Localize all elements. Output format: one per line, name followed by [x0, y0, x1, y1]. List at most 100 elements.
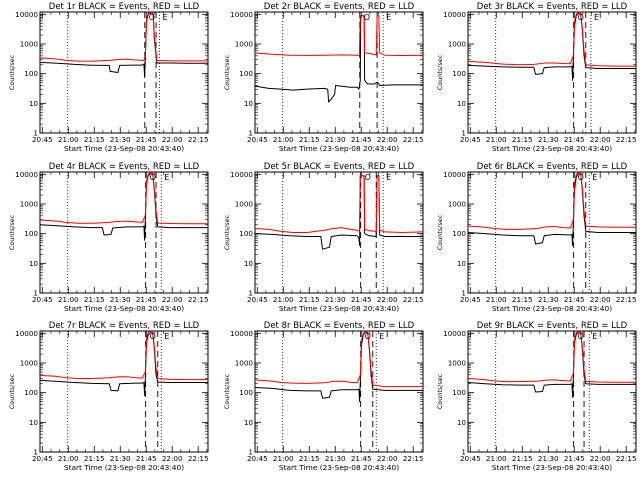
x-tick-label: 21:15: [299, 454, 320, 463]
y-tick-label: 10000: [230, 329, 253, 338]
series-events-line: [255, 15, 423, 103]
x-tick-label: 22:00: [590, 295, 611, 304]
y-tick-label: 1: [33, 448, 38, 457]
y-tick-label: 1: [461, 289, 466, 298]
x-tick-label: 21:30: [325, 135, 346, 144]
saa-marker-label-e: E: [164, 332, 169, 341]
x-tick-label: 20:45: [32, 454, 53, 463]
x-tick-label: 21:00: [58, 454, 79, 463]
y-tick-label: 1000: [235, 200, 254, 209]
plot-frame: [254, 171, 424, 294]
x-tick-label: 21:45: [564, 135, 585, 144]
series-events-line: [40, 172, 208, 241]
y-tick-label: 10: [457, 259, 467, 268]
y-tick-label: 10000: [15, 329, 38, 338]
panel-title: Det 2r BLACK = Events, RED = LLD: [264, 2, 415, 12]
y-tick-label: 1000: [448, 359, 467, 368]
y-tick-label: 100: [24, 69, 38, 78]
y-tick-label: 1000: [20, 359, 39, 368]
saa-marker-label-o: O: [578, 13, 584, 22]
x-tick-label: 22:00: [377, 295, 398, 304]
x-axis-label: Start Time (23-Sep-08 20:43:40): [64, 304, 184, 313]
y-tick-label: 1: [248, 289, 253, 298]
series-events-line: [468, 12, 636, 81]
saa-marker-label-o: O: [364, 13, 370, 22]
y-tick-label: 1000: [235, 359, 254, 368]
x-tick-label: 20:45: [247, 454, 268, 463]
y-tick-label: 1: [33, 289, 38, 298]
y-tick-label: 10: [457, 99, 467, 108]
series-lld-line: [255, 331, 423, 388]
panel-det-8: Det 8r BLACK = Events, RED = LLD 1 10 100 10…: [223, 321, 424, 472]
saa-marker-label-e: E: [379, 332, 384, 341]
series-events-line: [468, 172, 636, 246]
x-tick-label: 21:15: [84, 295, 105, 304]
panel-title: Det 1r BLACK = Events, RED = LLD: [49, 2, 200, 12]
y-tick-label: 1000: [20, 200, 39, 209]
saa-marker-label-e: E: [163, 13, 168, 22]
x-tick-label: 21:15: [299, 295, 320, 304]
x-axis-label: Start Time (23-Sep-08 20:43:40): [492, 304, 612, 313]
y-tick-label: 100: [24, 229, 38, 238]
x-tick-label: 21:15: [84, 454, 105, 463]
y-tick-label: 10: [244, 259, 254, 268]
x-axis-label: Start Time (23-Sep-08 20:43:40): [492, 463, 612, 472]
x-tick-label: 22:15: [403, 454, 424, 463]
x-tick-label: 20:45: [32, 295, 53, 304]
y-tick-label: 1000: [20, 40, 39, 49]
x-tick-label: 21:45: [136, 454, 157, 463]
saa-marker-label-e: E: [592, 332, 597, 341]
panel-title: Det 4r BLACK = Events, RED = LLD: [49, 162, 200, 172]
y-tick-label: 100: [239, 69, 253, 78]
x-tick-label: 21:45: [351, 295, 372, 304]
plot-area: [40, 331, 208, 452]
y-tick-label: 10: [457, 418, 467, 427]
y-tick-label: 1000: [448, 40, 467, 49]
x-tick-label: 20:45: [247, 135, 268, 144]
panel-det-6: Det 6r BLACK = Events, RED = LLD 1 10 100 10…: [436, 162, 637, 313]
saa-marker-label-e: E: [386, 173, 391, 182]
x-axis-label: Start Time (23-Sep-08 20:43:40): [279, 463, 399, 472]
y-tick-label: 100: [452, 388, 466, 397]
y-tick-label: 100: [452, 69, 466, 78]
y-tick-label: 10000: [15, 10, 38, 19]
x-tick-label: 21:45: [564, 295, 585, 304]
panel-det-3: Det 3r BLACK = Events, RED = LLD 1 10 100 10…: [436, 2, 637, 153]
plot-area: [468, 331, 636, 452]
plot-frame: [467, 11, 637, 134]
plot-area: [468, 12, 636, 133]
y-tick-label: 1000: [448, 200, 467, 209]
x-tick-label: 21:00: [486, 295, 507, 304]
x-tick-label: 22:15: [403, 295, 424, 304]
y-tick-label: 10000: [230, 10, 253, 19]
saa-marker-label-o: O: [149, 13, 155, 22]
saa-marker-label-e: E: [594, 13, 599, 22]
series-lld-line: [40, 331, 208, 381]
series-lld-line: [40, 172, 208, 225]
x-tick-label: 20:45: [247, 295, 268, 304]
x-tick-label: 21:30: [538, 295, 559, 304]
y-tick-label: 100: [239, 388, 253, 397]
x-tick-label: 22:15: [616, 454, 637, 463]
saa-marker-label-e: E: [386, 13, 391, 22]
plot-area: [255, 172, 423, 293]
x-tick-label: 22:00: [377, 454, 398, 463]
saa-marker-label-e: E: [164, 173, 169, 182]
series-lld-line: [468, 172, 636, 230]
x-tick-label: 21:15: [512, 454, 533, 463]
x-tick-label: 22:00: [162, 295, 183, 304]
saa-marker-label-e: E: [592, 173, 597, 182]
y-axis-label: Counts/sec: [8, 373, 16, 409]
panel-det-1: Det 1r BLACK = Events, RED = LLD 1 10 100 10…: [8, 2, 209, 153]
plot-area: [255, 331, 423, 452]
y-tick-label: 10000: [443, 170, 466, 179]
saa-marker-label-o: O: [365, 173, 371, 182]
x-tick-label: 21:45: [351, 454, 372, 463]
plot-frame: [254, 11, 424, 134]
x-tick-label: 22:15: [616, 295, 637, 304]
x-axis-label: Start Time (23-Sep-08 20:43:40): [279, 304, 399, 313]
panel-det-5: Det 5r BLACK = Events, RED = LLD 1 10 100 10…: [223, 162, 424, 313]
x-tick-label: 20:45: [32, 135, 53, 144]
x-tick-label: 22:00: [377, 135, 398, 144]
